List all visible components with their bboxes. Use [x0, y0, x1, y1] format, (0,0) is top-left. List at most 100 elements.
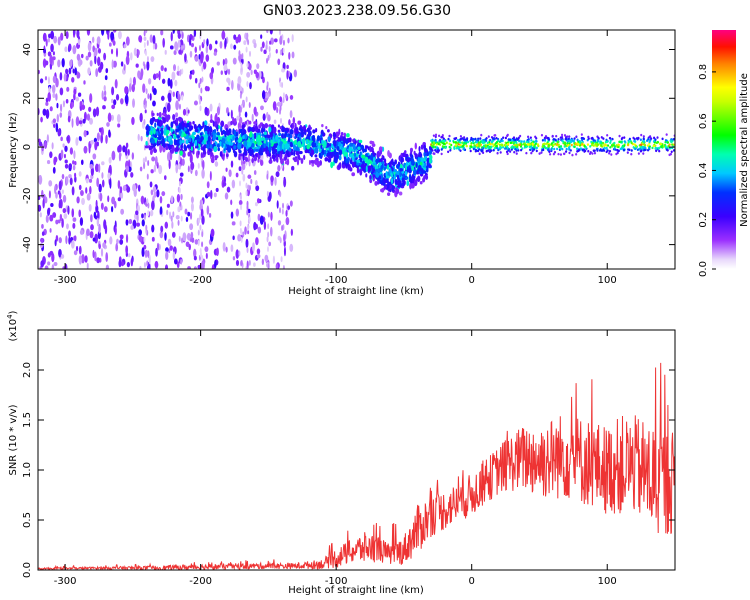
heatmap-cell — [232, 235, 235, 241]
heatmap-cell — [253, 132, 257, 140]
heatmap-cell — [434, 138, 437, 142]
heatmap-cell — [423, 152, 426, 157]
heatmap-cell — [310, 159, 315, 164]
heatmap-cell — [633, 139, 636, 143]
heatmap-cell — [63, 73, 67, 82]
heatmap-cell — [393, 175, 396, 180]
heatmap-cell — [39, 212, 42, 218]
heatmap-cell — [642, 139, 645, 143]
heatmap-cell — [190, 146, 193, 151]
heatmap-cell — [266, 134, 271, 139]
heatmap-cell — [68, 163, 73, 169]
heatmap-cell — [577, 143, 580, 146]
heatmap-cell — [559, 147, 562, 150]
heatmap-cell — [206, 126, 209, 130]
heatmap-cell — [289, 110, 293, 119]
heatmap-cell — [477, 138, 480, 142]
heatmap-cell — [612, 144, 615, 147]
heatmap-cell — [161, 138, 165, 145]
heatmap-cell — [130, 172, 134, 178]
heatmap-cell — [94, 163, 99, 173]
heatmap-cell — [229, 142, 234, 146]
heatmap-cell — [213, 146, 218, 153]
heatmap-cell — [169, 245, 173, 251]
heatmap-cell — [277, 220, 282, 226]
heatmap-cell — [58, 248, 62, 258]
heatmap-cell — [664, 140, 667, 144]
heatmap-cell — [204, 246, 209, 253]
heatmap-cell — [206, 205, 210, 215]
heatmap-cell — [42, 32, 47, 42]
heatmap-cell — [502, 136, 505, 139]
heatmap-cell — [190, 231, 194, 239]
heatmap-cell — [380, 164, 384, 170]
heatmap-cell — [252, 242, 255, 252]
heatmap-cell — [609, 141, 612, 145]
heatmap-cell — [321, 123, 324, 128]
heatmap-cell — [481, 151, 485, 155]
heatmap-cell — [559, 153, 563, 156]
heatmap-cell — [66, 136, 70, 142]
heatmap-cell — [495, 144, 499, 148]
heatmap-cell — [219, 41, 223, 49]
spectrogram-frame — [37, 29, 676, 270]
heatmap-cell — [248, 141, 252, 148]
heatmap-cell — [116, 113, 121, 123]
heatmap-cell — [219, 136, 223, 140]
heatmap-cell — [47, 261, 51, 266]
heatmap-cell — [189, 223, 194, 231]
heatmap-cell — [150, 130, 153, 136]
heatmap-cell — [244, 226, 247, 235]
heatmap-cell — [493, 134, 496, 137]
heatmap-cell — [62, 266, 66, 269]
heatmap-cell — [412, 168, 417, 176]
heatmap-cell — [170, 128, 174, 133]
heatmap-cell — [387, 192, 391, 196]
heatmap-cell — [583, 150, 586, 153]
heatmap-cell — [281, 142, 285, 150]
heatmap-cell — [209, 119, 214, 124]
heatmap-cell — [109, 236, 113, 245]
heatmap-cell — [285, 210, 288, 217]
heatmap-cell — [96, 257, 100, 264]
heatmap-cell — [151, 138, 155, 144]
heatmap-cell — [170, 215, 173, 222]
heatmap-cell — [131, 116, 135, 126]
heatmap-cell — [261, 258, 265, 265]
heatmap-cell — [86, 228, 90, 237]
heatmap-cell — [95, 68, 99, 78]
heatmap-cell — [410, 150, 413, 155]
heatmap-cell — [388, 167, 392, 174]
heatmap-cell — [147, 93, 150, 100]
heatmap-cell — [297, 154, 301, 160]
heatmap-cell — [312, 137, 316, 143]
heatmap-cell — [101, 161, 105, 166]
heatmap-cell — [575, 135, 578, 139]
heatmap-cell — [94, 55, 97, 65]
heatmap-cell — [143, 63, 146, 70]
heatmap-cell — [291, 51, 295, 59]
heatmap-cell — [125, 245, 129, 255]
heatmap-cell — [633, 137, 636, 141]
heatmap-cell — [658, 149, 661, 153]
heatmap-cell — [103, 219, 107, 230]
heatmap-cell — [303, 145, 306, 151]
heatmap-cell — [336, 131, 340, 137]
heatmap-cell — [669, 139, 672, 143]
heatmap-cell — [349, 142, 354, 147]
heatmap-cell — [160, 30, 164, 36]
heatmap-cell — [216, 143, 221, 149]
y-tick-label: 2.0 — [22, 362, 33, 378]
heatmap-cell — [267, 223, 270, 230]
heatmap-cell — [245, 46, 248, 53]
heatmap-cell — [128, 218, 133, 225]
heatmap-cell — [246, 247, 249, 254]
heatmap-cell — [72, 217, 77, 222]
heatmap-cell — [110, 114, 115, 121]
heatmap-cell — [210, 189, 213, 200]
heatmap-cell — [271, 150, 276, 155]
heatmap-cell — [77, 38, 81, 46]
snr-background — [38, 330, 675, 570]
heatmap-cell — [199, 132, 203, 136]
heatmap-cell — [248, 259, 251, 266]
